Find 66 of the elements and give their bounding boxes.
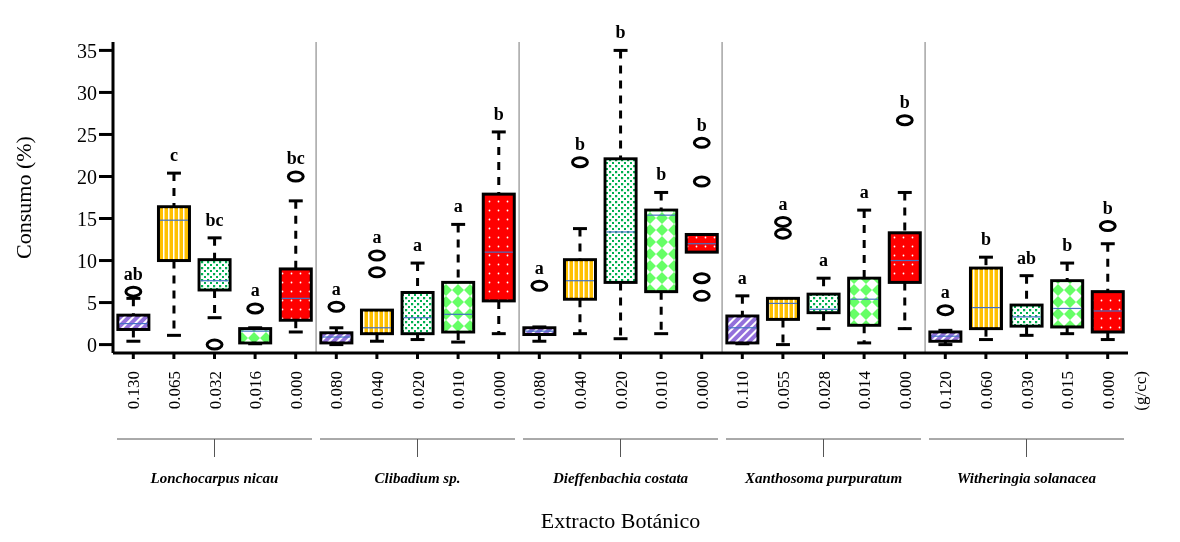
annotation: a	[534, 257, 544, 278]
x-tick-label: 0.040	[367, 371, 387, 410]
annotation: c	[169, 145, 178, 166]
x-tick-label: 0.015	[1058, 371, 1078, 410]
annotation: a	[859, 182, 869, 203]
annotation: a	[372, 227, 382, 248]
annotation: a	[737, 267, 747, 288]
annotation: bc	[286, 148, 305, 169]
text: Clibadium sp.	[374, 470, 461, 486]
x-tick-label: 0.014	[855, 370, 875, 410]
annotation: a	[331, 278, 341, 299]
x-axis-title: Extracto Botánico	[540, 508, 701, 533]
y-tick-label: 15	[77, 207, 97, 230]
annotation: b	[615, 22, 626, 43]
annotation: a	[453, 196, 463, 217]
x-tick-label: 0.040	[570, 371, 590, 410]
annotation: a	[250, 280, 260, 301]
y-tick-label: 10	[77, 249, 97, 272]
x-tick-label: 0.010	[652, 371, 672, 410]
y-tick-label: 0	[87, 333, 97, 356]
x-tick-label: 0.010	[449, 371, 469, 410]
annotation: b	[656, 164, 667, 185]
x-tick-label: 0.030	[1017, 371, 1037, 410]
annotation: b	[899, 92, 910, 113]
annotation: ab	[1017, 247, 1037, 268]
x-tick-label: 0.060	[976, 371, 996, 410]
annotation: b	[574, 134, 585, 155]
y-tick-label: 30	[77, 81, 97, 104]
x-tick-label: 0.120	[936, 371, 956, 410]
annotation: b	[1062, 235, 1073, 256]
annotation: a	[940, 282, 950, 303]
x-tick-label: 0.020	[611, 371, 631, 410]
x-tick-label: 0,016	[246, 371, 266, 410]
y-axis-title: Consumo (%)	[10, 136, 36, 259]
annotation: a	[778, 193, 788, 214]
annotation: ab	[123, 263, 143, 284]
annotation: b	[1102, 198, 1113, 219]
y-tick-label: 20	[77, 165, 97, 188]
x-tick-label: 0.032	[205, 371, 225, 410]
text: Lonchocarpus nicau	[149, 470, 279, 486]
x-tick-label: 0.080	[327, 371, 347, 410]
y-tick-label: 25	[77, 123, 97, 146]
text: Dieffenbachia costata	[551, 470, 689, 486]
x-tick-label: 0.065	[164, 371, 184, 410]
text: (g/cc)	[1131, 371, 1151, 411]
text: Xanthosoma purpuratum	[743, 470, 903, 486]
x-tick-label: 0.000	[489, 371, 509, 410]
annotation: a	[819, 250, 829, 271]
x-tick-label: 0.020	[408, 371, 428, 410]
x-tick-label: 0.080	[530, 371, 550, 410]
annotation: bc	[205, 209, 224, 230]
x-tick-label: 0.110	[733, 371, 753, 409]
x-tick-label: 0.000	[895, 371, 915, 410]
x-tick-label: 0.130	[124, 371, 144, 410]
text: Witheringia solanacea	[956, 470, 1097, 486]
annotation: b	[980, 229, 991, 250]
y-tick-label: 5	[87, 291, 97, 314]
x-tick-label: 0.028	[814, 371, 834, 410]
x-tick-label: 0.055	[773, 371, 793, 410]
x-tick-label: 0.000	[1098, 371, 1118, 410]
annotation: b	[696, 114, 707, 135]
annotation: a	[413, 235, 423, 256]
y-tick-label: 35	[77, 39, 97, 62]
x-tick-label: 0.000	[692, 371, 712, 410]
annotation: b	[493, 103, 504, 124]
x-tick-label: 0.000	[286, 371, 306, 410]
